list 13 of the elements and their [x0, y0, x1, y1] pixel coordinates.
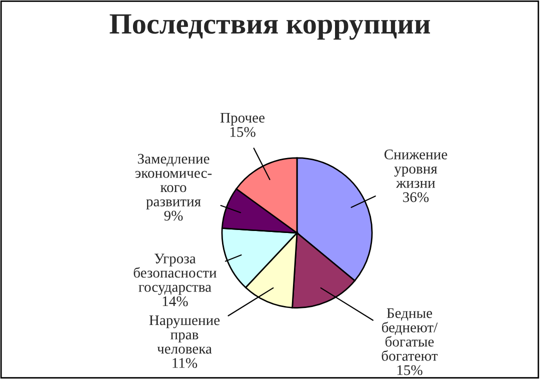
data-label: 15%: [230, 127, 256, 137]
data-label: 11%: [172, 358, 198, 368]
slice-label: Бедные беднеют/ богатые богатеют: [382, 308, 438, 361]
slice-label: Прочее: [220, 112, 265, 126]
slice-label: Замедление экономичес- кого развития: [135, 154, 212, 210]
slice-label: Снижение уровня жизни: [384, 150, 448, 188]
data-label: 14%: [162, 296, 188, 306]
chart-title: Последствия коррупции: [110, 14, 430, 40]
data-label: 9%: [164, 210, 183, 221]
slice-label: Угроза безопасности государства: [134, 254, 216, 295]
data-label: 36%: [403, 192, 429, 202]
data-label: 15%: [397, 365, 422, 376]
slice-label: Нарушение прав человека: [149, 315, 220, 354]
